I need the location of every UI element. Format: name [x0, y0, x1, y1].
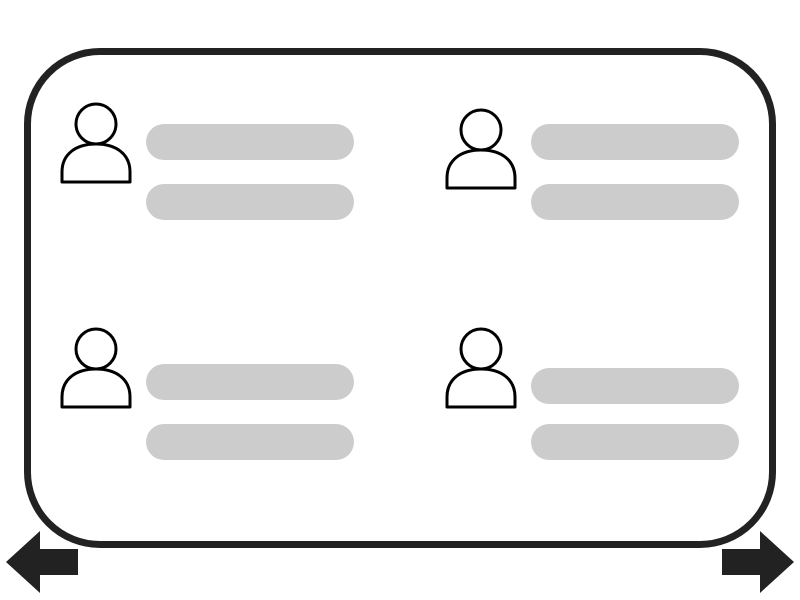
- user-icon: [60, 327, 132, 409]
- arrow-right-icon[interactable]: [720, 531, 794, 593]
- text-placeholder-line-1: [146, 124, 354, 160]
- user-entry-bottom-right: [443, 325, 743, 460]
- text-placeholder-line-1: [146, 364, 354, 400]
- user-entry-top-right: [443, 106, 743, 220]
- text-placeholder-line-1: [531, 368, 739, 404]
- user-icon: [445, 108, 517, 190]
- text-placeholder-line-2: [146, 184, 354, 220]
- text-placeholder-line-2: [531, 424, 739, 460]
- text-placeholder-line-2: [146, 424, 354, 460]
- text-placeholder-line-1: [531, 124, 739, 160]
- user-entry-bottom-left: [58, 325, 358, 460]
- user-icon: [445, 327, 517, 409]
- user-entry-top-left: [58, 100, 358, 220]
- user-icon: [60, 102, 132, 184]
- text-placeholder-line-2: [531, 184, 739, 220]
- arrow-left-icon[interactable]: [6, 531, 80, 593]
